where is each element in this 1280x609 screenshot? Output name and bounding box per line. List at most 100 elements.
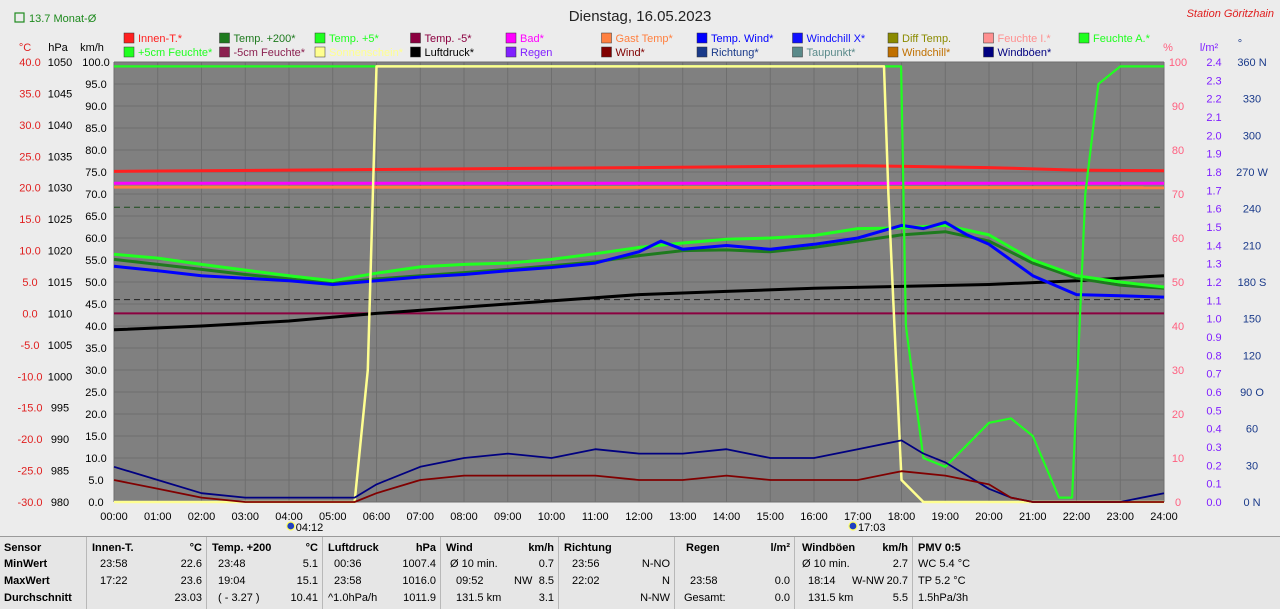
x-tick-label: 02:00 — [188, 511, 216, 523]
axis-tick-pressure_hpa: 1010 — [48, 308, 72, 320]
axis-tick-rain_lm2: 2.0 — [1206, 130, 1221, 142]
axis-tick-wind_kmh: 100.0 — [82, 57, 110, 69]
axis-tick-direction_deg: 30 — [1246, 460, 1258, 472]
sunrise-icon — [286, 521, 296, 531]
pmv-windchill: WC 5.4 °C — [918, 558, 971, 570]
axis-tick-direction_deg: 180 S — [1238, 277, 1267, 289]
richtung-header: Richtung — [564, 542, 612, 554]
axis-unit-wind: km/h — [80, 42, 104, 54]
axis-tick-temp_c: -25.0 — [17, 466, 42, 478]
temp200-max-value: 15.1 — [296, 575, 318, 587]
legend-swatch — [410, 32, 421, 44]
legend-swatch — [696, 46, 708, 58]
legend-swatch — [696, 32, 708, 44]
luftdruck-max-value: 1016.0 — [402, 575, 436, 587]
axis-tick-humidity_pct: 30 — [1172, 365, 1184, 377]
legend-label: Innen-T.* — [138, 33, 183, 45]
x-tick-label: 20:00 — [975, 511, 1003, 523]
axis-tick-direction_deg: 90 O — [1240, 387, 1264, 399]
axis-tick-wind_kmh: 15.0 — [85, 431, 106, 443]
axis-tick-temp_c: -5.0 — [21, 340, 40, 352]
axis-tick-rain_lm2: 1.0 — [1206, 314, 1221, 326]
axis-tick-rain_lm2: 0.3 — [1206, 442, 1221, 454]
x-tick-label: 24:00 — [1150, 511, 1178, 523]
legend-swatch — [410, 46, 421, 58]
wind-max-time: 09:52 — [456, 575, 484, 587]
axis-tick-wind_kmh: 55.0 — [85, 255, 106, 267]
x-tick-label: 00:00 — [100, 511, 128, 523]
legend-label: Temp. Wind* — [711, 33, 774, 45]
x-tick-label: 05:00 — [319, 511, 347, 523]
legend-label: Feuchte I.* — [998, 33, 1052, 45]
wind-min-value: 0.7 — [538, 558, 554, 570]
axis-tick-rain_lm2: 1.5 — [1206, 222, 1221, 234]
x-tick-label: 15:00 — [756, 511, 784, 523]
axis-tick-temp_c: 40.0 — [19, 57, 40, 69]
axis-tick-rain_lm2: 1.8 — [1206, 167, 1221, 179]
axis-tick-wind_kmh: 25.0 — [85, 387, 106, 399]
stats-col-pmv: PMV 0:5 WC 5.4 °C TP 5.2 °C 1.5hPa/3h — [914, 537, 1034, 609]
axis-tick-rain_lm2: 1.4 — [1206, 240, 1221, 252]
stats-max-label: MaxWert — [4, 575, 50, 587]
axis-tick-temp_c: -30.0 — [17, 497, 42, 509]
legend-label: Windböen* — [998, 47, 1053, 59]
axis-tick-wind_kmh: 65.0 — [85, 211, 106, 223]
legend-label: Windchill X* — [807, 33, 866, 45]
x-tick-label: 12:00 — [625, 511, 653, 523]
x-tick-label: 06:00 — [363, 511, 391, 523]
axis-tick-humidity_pct: 60 — [1172, 233, 1184, 245]
axis-tick-wind_kmh: 70.0 — [85, 189, 106, 201]
temp200-avg-extra: ( - 3.27 ) — [218, 592, 260, 604]
richtung-max-time: 22:02 — [572, 575, 600, 587]
legend-label: Luftdruck* — [425, 47, 475, 59]
legend-label: -5cm Feuchte* — [234, 47, 306, 59]
luftdruck-min-value: 1007.4 — [402, 558, 436, 570]
legend-label: Temp. +200* — [234, 33, 297, 45]
pmv-dewpoint: TP 5.2 °C — [918, 575, 966, 587]
legend-swatch — [887, 46, 899, 58]
legend-label: Wind* — [616, 47, 646, 59]
legend-swatch — [219, 32, 230, 44]
sunset-label: 17:03 — [858, 522, 886, 534]
axis-tick-pressure_hpa: 995 — [51, 403, 69, 415]
axis-tick-wind_kmh: 0.0 — [88, 497, 103, 509]
legend-swatch — [792, 46, 803, 58]
windboeen-min-label: Ø 10 min. — [802, 558, 850, 570]
axis-tick-wind_kmh: 95.0 — [85, 79, 106, 91]
legend-label: +5cm Feuchte* — [138, 47, 213, 59]
axis-unit-temp: °C — [19, 42, 31, 54]
axis-tick-humidity_pct: 20 — [1172, 409, 1184, 421]
temp200-header: Temp. +200 — [212, 542, 272, 554]
axis-tick-temp_c: 20.0 — [19, 183, 40, 195]
axis-tick-humidity_pct: 50 — [1172, 277, 1184, 289]
axis-tick-wind_kmh: 30.0 — [85, 365, 106, 377]
chart-title: Dienstag, 16.05.2023 — [569, 8, 712, 25]
monthly-avg-checkbox[interactable] — [14, 12, 25, 23]
stats-col-wind: Wind km/h Ø 10 min. 0.7 09:52 NW 8.5 131.5 k… — [442, 537, 559, 609]
axis-tick-wind_kmh: 50.0 — [85, 277, 106, 289]
axis-tick-direction_deg: 0 N — [1243, 497, 1260, 509]
axis-tick-humidity_pct: 10 — [1172, 453, 1184, 465]
x-tick-label: 23:00 — [1106, 511, 1134, 523]
axis-tick-direction_deg: 240 — [1243, 204, 1261, 216]
axis-tick-rain_lm2: 1.6 — [1206, 204, 1221, 216]
stats-col-luftdruck: Luftdruck hPa 00:36 1007.4 23:58 1016.0 ^1.… — [324, 537, 441, 609]
pmv-pressure-trend: 1.5hPa/3h — [918, 592, 969, 604]
legend-label: Diff Temp. — [902, 33, 951, 45]
axis-tick-pressure_hpa: 990 — [51, 434, 69, 446]
axis-tick-direction_deg: 270 W — [1236, 167, 1268, 179]
regen-unit: l/m² — [770, 542, 790, 554]
series-line — [113, 223, 1165, 289]
series-line — [113, 274, 1165, 332]
legend-swatch — [792, 32, 803, 44]
x-tick-label: 04:00 — [275, 511, 303, 523]
axis-unit-direction: ° — [1238, 38, 1242, 50]
innen-min-value: 22.6 — [180, 558, 202, 570]
series-layer — [113, 65, 1165, 504]
axis-tick-rain_lm2: 1.2 — [1206, 277, 1221, 289]
legend-label: Bad* — [520, 33, 545, 45]
legend-label: Gast Temp* — [616, 33, 674, 45]
monthly-avg-label: 13.7 Monat-Ø — [29, 13, 97, 25]
axis-tick-wind_kmh: 90.0 — [85, 101, 106, 113]
stats-min-label: MinWert — [4, 558, 48, 570]
